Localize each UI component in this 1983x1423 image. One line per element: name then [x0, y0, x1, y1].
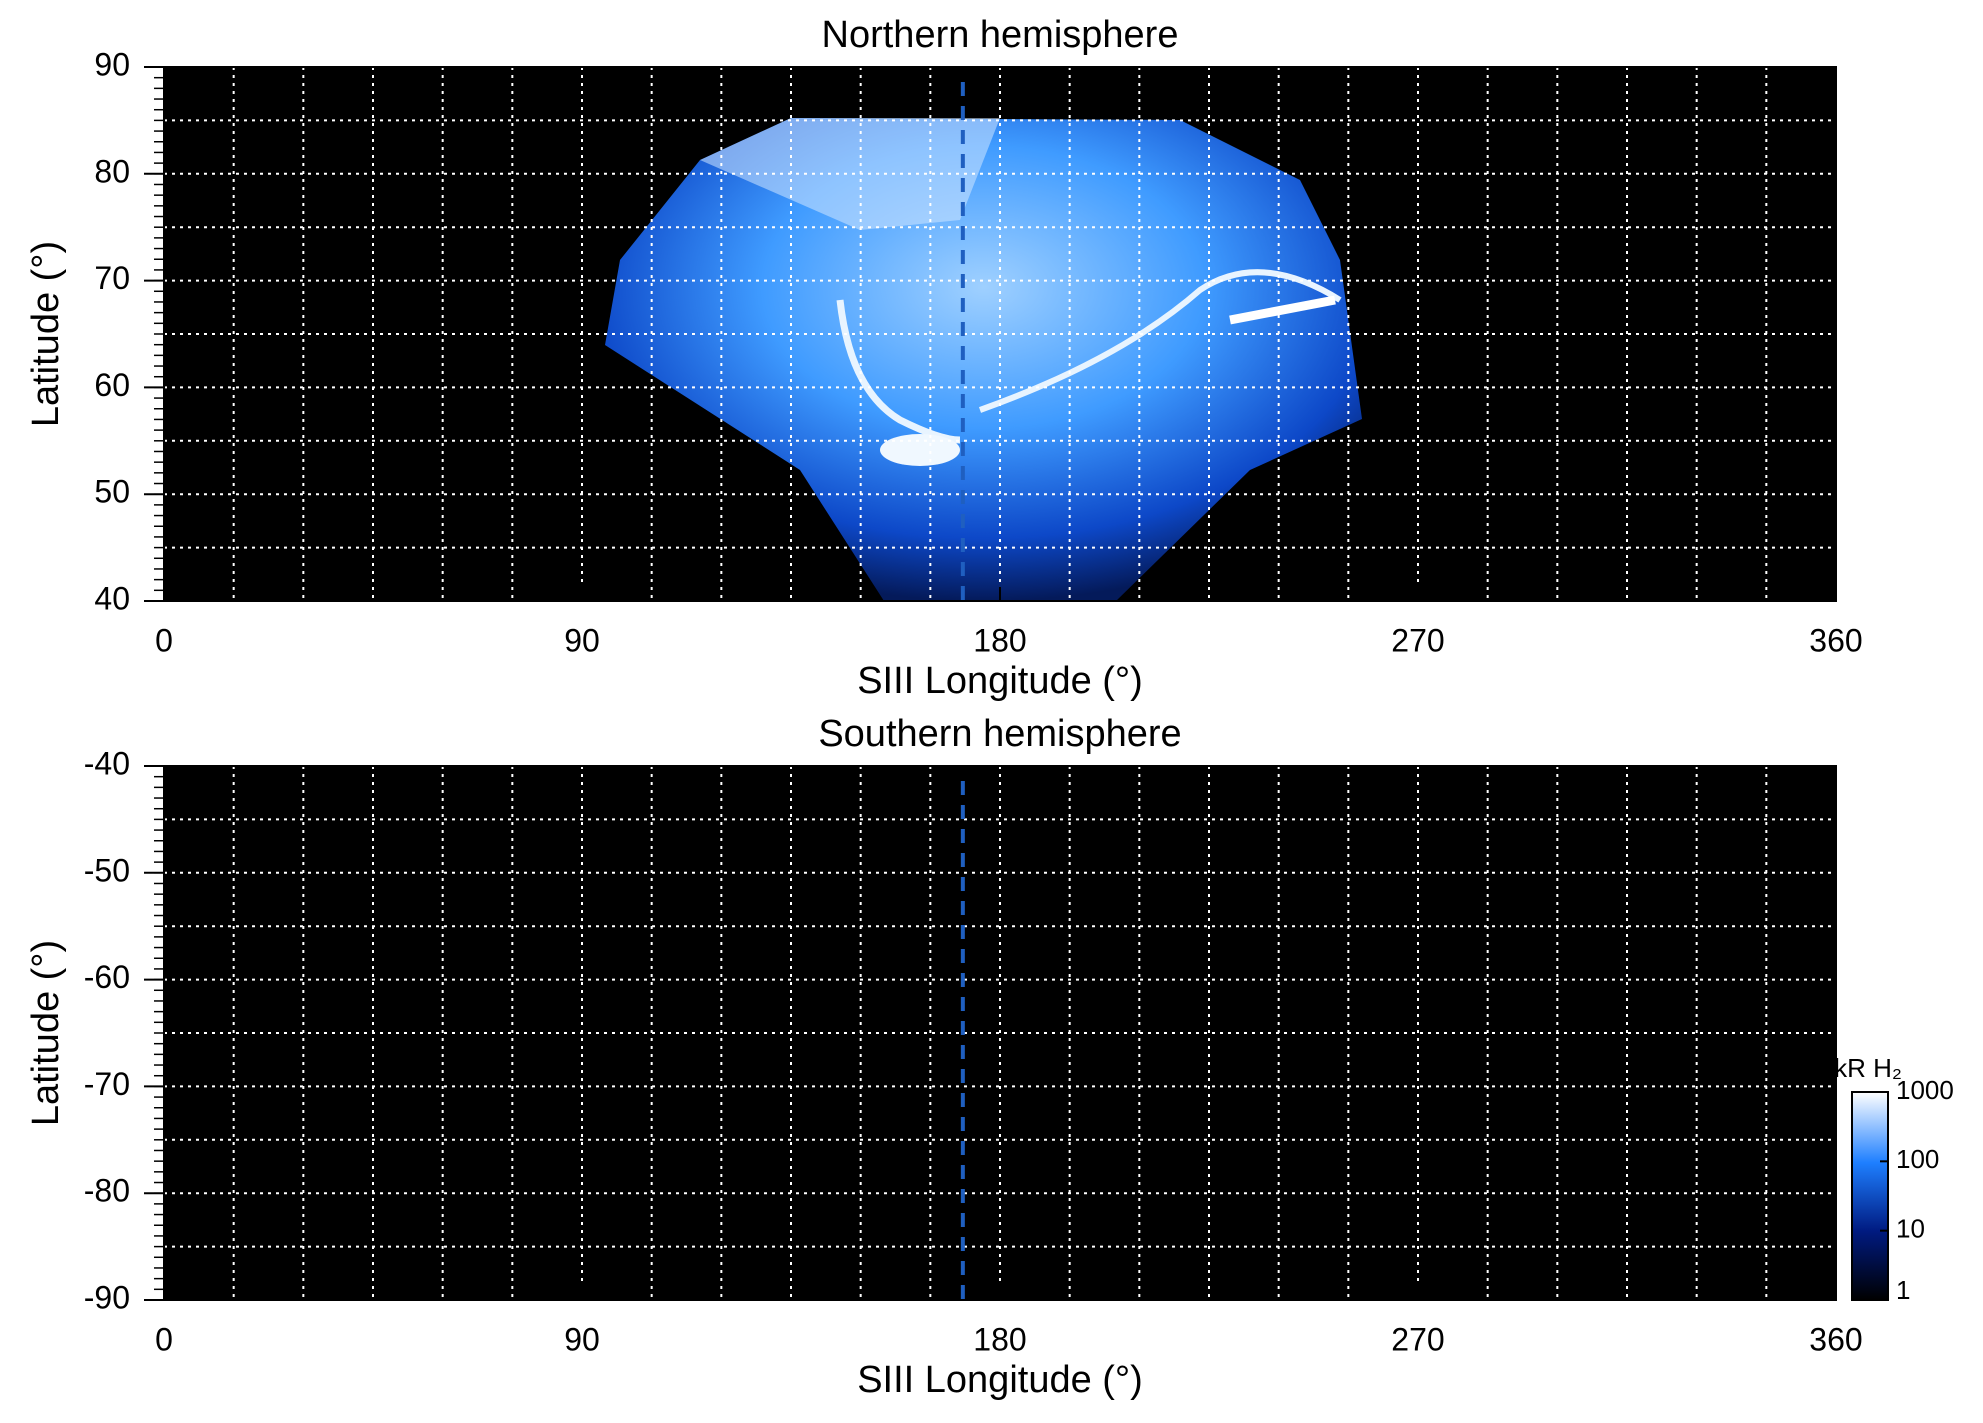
x-axis-label: SIII Longitude (°) — [857, 1359, 1143, 1401]
aurora-arc — [978, 269, 1342, 413]
colorbar-tick-label: 100 — [1896, 1144, 1939, 1174]
y-tick-label: -70 — [84, 1066, 130, 1102]
colorbar-tick-label: 1000 — [1896, 1075, 1954, 1105]
x-tick-label: 270 — [1391, 1321, 1444, 1357]
y-tick-label: 90 — [94, 46, 130, 82]
colorbar-tick-label: 10 — [1896, 1214, 1925, 1244]
aurora-arc — [1229, 295, 1336, 325]
x-tick-label: 90 — [564, 1321, 600, 1357]
y-tick-label: -90 — [84, 1279, 130, 1315]
y-tick-label: 60 — [94, 367, 130, 403]
y-tick-label: 80 — [94, 153, 130, 189]
x-tick-label: 0 — [155, 1321, 173, 1357]
aurora-polar-region — [700, 118, 1000, 230]
y-tick-label: -50 — [84, 852, 130, 888]
y-tick-label: 50 — [94, 474, 130, 510]
colorbar-label: kR H₂ — [1834, 1053, 1902, 1083]
colorbar — [1851, 1091, 1889, 1301]
y-tick-label: 40 — [94, 580, 130, 616]
x-tick-label: 360 — [1809, 622, 1862, 658]
aurora-spot — [880, 434, 960, 466]
x-tick-label: 180 — [973, 622, 1026, 658]
x-tick-label: 0 — [155, 622, 173, 658]
y-axis-label: Latitude (°) — [25, 241, 67, 427]
x-tick-label: 360 — [1809, 1321, 1862, 1357]
y-tick-label: -60 — [84, 959, 130, 995]
chart-title: Southern hemisphere — [818, 713, 1181, 755]
y-axis-label: Latitude (°) — [25, 940, 67, 1126]
x-axis-label: SIII Longitude (°) — [857, 660, 1143, 702]
x-tick-label: 270 — [1391, 622, 1444, 658]
x-tick-label: 90 — [564, 622, 600, 658]
chart-title: Northern hemisphere — [822, 14, 1179, 56]
aurora-emission — [605, 118, 1362, 601]
y-tick-label: -40 — [84, 745, 130, 781]
y-tick-label: -80 — [84, 1173, 130, 1209]
y-tick-label: 70 — [94, 260, 130, 296]
x-tick-label: 180 — [973, 1321, 1026, 1357]
colorbar-tick-label: 1 — [1896, 1275, 1910, 1305]
